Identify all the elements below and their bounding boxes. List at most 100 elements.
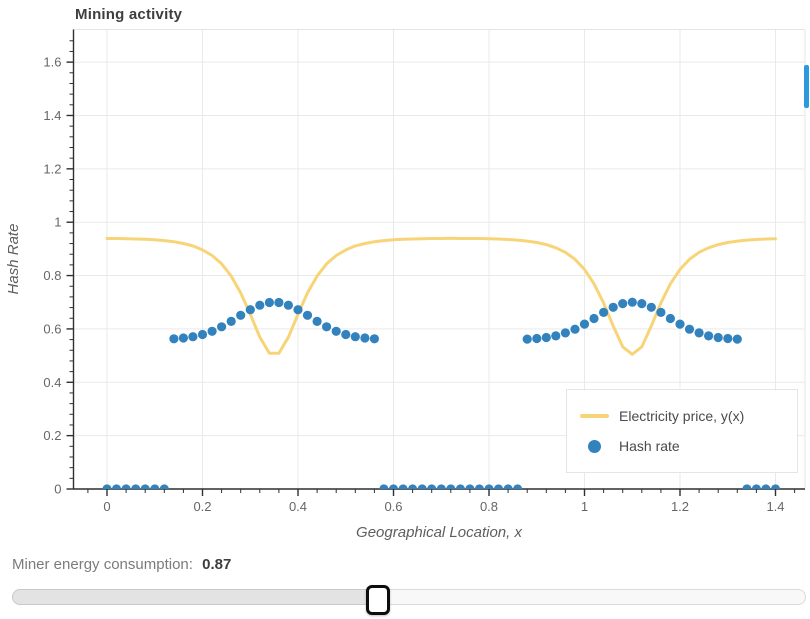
hash-rate-point xyxy=(608,302,618,312)
hash-rate-point xyxy=(341,329,351,340)
hash-rate-point xyxy=(350,332,360,342)
hash-rate-point xyxy=(646,302,656,312)
hash-rate-point xyxy=(493,484,504,489)
hash-rate-point xyxy=(169,334,179,344)
hash-rate-point xyxy=(694,328,704,338)
hash-rate-point xyxy=(474,484,484,489)
hash-rate-point xyxy=(245,305,255,315)
x-tick-label: 0.8 xyxy=(480,499,498,514)
hash-rate-point xyxy=(255,300,265,310)
y-tick-label: 1 xyxy=(54,215,61,230)
x-tick-label: 0.2 xyxy=(193,499,211,514)
hash-rate-point xyxy=(274,297,284,308)
x-tick-label: 1.2 xyxy=(671,499,689,514)
hash-rate-point xyxy=(713,332,723,343)
hash-rate-point xyxy=(503,484,513,489)
hash-rate-point xyxy=(427,484,437,489)
legend-line-swatch-icon xyxy=(580,414,609,418)
hash-rate-point xyxy=(675,319,685,329)
hash-rate-point xyxy=(417,484,427,489)
x-tick-label: 0.6 xyxy=(384,499,402,514)
y-tick-label: 1.4 xyxy=(43,108,61,123)
hash-rate-point xyxy=(732,334,742,344)
hash-rate-point xyxy=(264,297,274,308)
hash-rate-point xyxy=(570,324,580,334)
slider-track-fill[interactable] xyxy=(12,589,377,605)
hash-rate-point xyxy=(684,324,695,334)
legend-dot-swatch-icon xyxy=(580,439,609,453)
hash-rate-point xyxy=(102,484,112,489)
hash-rate-point xyxy=(770,484,781,489)
hash-rate-point xyxy=(532,333,542,344)
hash-rate-point xyxy=(513,484,523,489)
hash-rate-point xyxy=(188,332,198,342)
hash-rate-point xyxy=(197,329,208,340)
energy-slider[interactable] xyxy=(12,585,806,615)
hash-rate-point xyxy=(627,297,637,307)
hash-rate-point xyxy=(656,307,666,317)
hash-rate-point xyxy=(226,316,236,326)
x-axis-label: Geographical Location, x xyxy=(356,524,522,541)
y-tick-label: 0.2 xyxy=(43,428,61,443)
hash-rate-point xyxy=(560,328,571,338)
hash-rate-point xyxy=(465,484,475,489)
hash-rate-point xyxy=(723,333,733,344)
hash-rate-point xyxy=(283,300,293,310)
hash-rate-point xyxy=(637,299,647,309)
electricity-price-line xyxy=(105,236,777,356)
hash-rate-point xyxy=(446,484,456,489)
hash-rate-point xyxy=(312,316,322,326)
slider-label-row: Miner energy consumption: 0.87 xyxy=(12,556,231,573)
hash-rate-point xyxy=(236,310,246,320)
hash-rate-point xyxy=(455,484,465,489)
hash-rate-point xyxy=(322,322,332,332)
hash-rate-point xyxy=(665,313,676,324)
slider-thumb[interactable] xyxy=(366,585,390,615)
y-tick-label: 0.8 xyxy=(43,268,61,283)
hash-rate-point xyxy=(742,484,752,489)
legend-item: Electricity price, y(x) xyxy=(580,405,797,427)
chart-canvas: 0 0.2 0.4 0.6 0.8 1 1.2 1.4 0 0.2 0.4 0.6 0.8 1 1.2 1.4… xyxy=(43,29,806,514)
y-tick-label: 0 xyxy=(54,482,61,497)
x-tick-label: 1 xyxy=(581,499,588,514)
legend-item-label: Electricity price, y(x) xyxy=(619,408,745,424)
hash-rate-point xyxy=(140,484,150,489)
x-tick-label: 0 xyxy=(103,499,110,514)
hash-rate-point xyxy=(522,334,532,344)
hash-rate-point xyxy=(159,484,169,489)
legend: Electricity price, y(x) Hash rate xyxy=(566,389,798,473)
hash-rate-point xyxy=(217,322,227,332)
legend-item-label: Hash rate xyxy=(619,438,680,454)
hash-rate-point xyxy=(551,331,561,341)
x-tick-label: 0.4 xyxy=(289,499,307,514)
legend-item: Hash rate xyxy=(580,435,797,457)
hash-rate-point xyxy=(398,484,408,489)
y-tick-label: 1.2 xyxy=(43,161,61,176)
chart-title: Mining activity xyxy=(75,6,183,23)
hash-rate-point xyxy=(131,484,141,489)
hash-rate-point xyxy=(379,484,389,489)
hash-rate-point xyxy=(207,326,217,336)
y-tick-label: 0.6 xyxy=(43,321,61,336)
slider-value: 0.87 xyxy=(202,556,232,573)
hash-rate-point xyxy=(751,484,761,489)
mining-activity-chart: Mining activity 0 0.2 0.4 0.6 0.8 1 1.2 1.4 0 0.2… xyxy=(5,6,806,541)
hash-rate-point xyxy=(178,333,188,343)
y-tick-label: 0.4 xyxy=(43,375,61,390)
hash-rate-point xyxy=(484,484,494,489)
y-axis-label: Hash Rate xyxy=(5,223,22,295)
hash-rate-point xyxy=(369,334,379,344)
y-tick-label: 1.6 xyxy=(43,55,61,70)
hash-rate-point xyxy=(579,319,590,329)
hash-rate-point xyxy=(121,484,131,489)
hash-rate-point xyxy=(331,326,341,336)
hash-rate-point xyxy=(360,333,370,343)
hash-rate-point xyxy=(761,484,771,489)
x-tick-label: 1.4 xyxy=(766,499,784,514)
hash-rate-point xyxy=(618,299,628,309)
hash-rate-point xyxy=(436,484,446,489)
scrollbar-thumb[interactable] xyxy=(804,65,809,108)
hash-rate-point xyxy=(408,484,418,489)
hash-rate-point xyxy=(388,484,399,489)
